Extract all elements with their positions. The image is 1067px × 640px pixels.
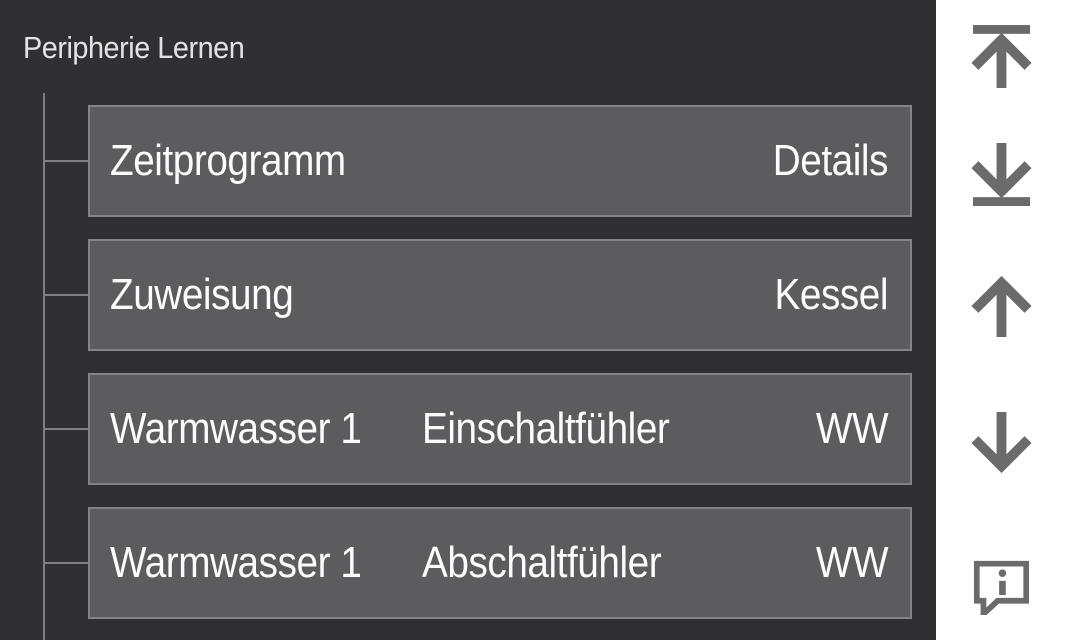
- tree-connector-branch: [44, 562, 90, 564]
- sidebar: [936, 0, 1067, 640]
- info-icon: [973, 560, 1030, 615]
- list-item-label: Zeitprogramm: [110, 136, 346, 185]
- tree-connector-branch: [44, 160, 90, 162]
- list-item-sublabel: Abschaltfühler: [421, 538, 662, 587]
- list-item-label: Warmwasser 1: [110, 538, 362, 587]
- scroll-down-button[interactable]: [936, 412, 1067, 473]
- list-item-warmwasser-einschaltfuehler[interactable]: Warmwasser 1 Einschaltfühler WW: [88, 373, 912, 485]
- page-title: Peripherie Lernen: [23, 30, 245, 65]
- tree-connector-branch: [44, 294, 90, 296]
- list-item-zeitprogramm[interactable]: Zeitprogramm Details: [88, 105, 912, 217]
- list-item-value: Details: [772, 136, 889, 185]
- list-item-label: Warmwasser 1: [110, 404, 362, 453]
- scroll-to-top-icon: [971, 25, 1032, 88]
- scroll-up-button[interactable]: [936, 276, 1067, 337]
- info-button[interactable]: [936, 558, 1067, 615]
- scroll-to-bottom-button[interactable]: [936, 143, 1067, 206]
- scroll-up-icon: [971, 276, 1032, 337]
- scroll-to-top-button[interactable]: [936, 25, 1067, 88]
- tree-connector-vertical: [43, 93, 45, 640]
- list-item-sublabel: Einschaltfühler: [421, 404, 670, 453]
- list-item-value: WW: [815, 538, 889, 587]
- list-item-zuweisung[interactable]: Zuweisung Kessel: [88, 239, 912, 351]
- scroll-down-icon: [971, 412, 1032, 473]
- scroll-to-bottom-icon: [971, 143, 1032, 206]
- tree-connector-branch: [44, 428, 90, 430]
- list-item-warmwasser-abschaltfuehler[interactable]: Warmwasser 1 Abschaltfühler WW: [88, 507, 912, 619]
- list-item-value: Kessel: [774, 270, 888, 319]
- list-item-label: Zuweisung: [110, 270, 294, 319]
- list-item-value: WW: [815, 404, 889, 453]
